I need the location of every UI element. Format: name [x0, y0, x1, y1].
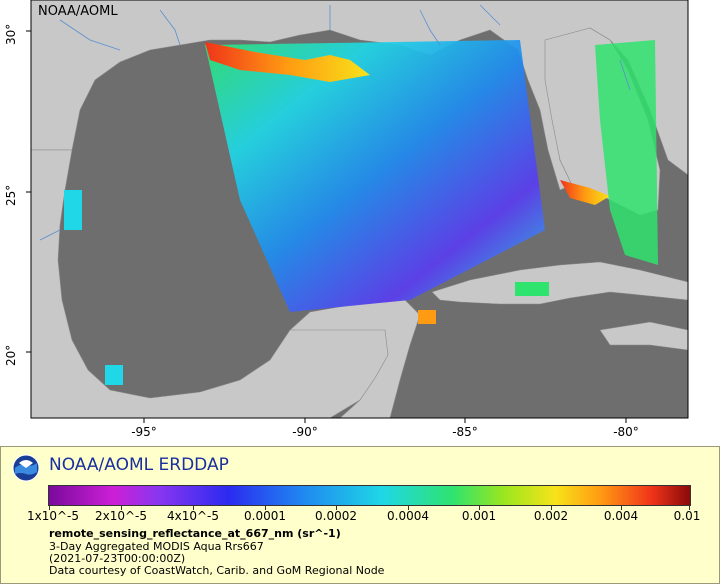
colorbar-label: 4x10^-5 [166, 509, 220, 523]
time-stamp: (2021-07-23T00:00:00Z) [49, 552, 186, 565]
colorbar-label: 0.01 [673, 509, 701, 523]
colorbar [48, 485, 691, 506]
y-tick-label: 30° [4, 23, 18, 45]
colorbar-tick [336, 505, 337, 510]
colorbar-tick [193, 505, 194, 510]
colorbar-tick [121, 505, 122, 510]
map-plot [26, 0, 689, 423]
colorbar-label: 0.0002 [315, 509, 357, 523]
colorbar-label: 2x10^-5 [94, 509, 148, 523]
land-cuba [431, 261, 689, 305]
florida-plume [560, 180, 610, 205]
data-patch-south [105, 365, 123, 385]
data-strip-east [595, 40, 658, 265]
y-tick-label: 25° [4, 184, 18, 206]
y-tick-label: 20° [4, 344, 18, 366]
rivers [39, 4, 631, 241]
colorbar-tick [479, 505, 480, 510]
axis-ticks [26, 30, 627, 423]
colorbar-label: 0.004 [603, 509, 639, 523]
x-tick-label: -90° [292, 425, 318, 439]
x-tick-label: -80° [613, 425, 639, 439]
colorbar-tick [408, 505, 409, 510]
colorbar-label: 0.002 [533, 509, 569, 523]
colorbar-label: 0.0001 [244, 509, 286, 523]
data-patch-cuba [515, 282, 549, 296]
plot-frame [30, 0, 689, 419]
land-north [30, 0, 689, 191]
colorbar-label: 1x10^-5 [26, 509, 80, 523]
legend-title: NOAA/AOML ERDDAP [49, 455, 229, 475]
map-panel: NOAA/AOML -95° -90° -85° -80° 30° 25° 20… [4, 0, 689, 439]
x-tick-label: -85° [452, 425, 478, 439]
colorbar-label: 0.001 [461, 509, 497, 523]
coastal-plume [205, 42, 370, 82]
data-credit: Data courtesy of CoastWatch, Carib. and … [49, 564, 385, 577]
noaa-logo-icon [12, 454, 40, 482]
data-patch-west [64, 190, 82, 230]
colorbar-tick [49, 505, 50, 510]
data-patch-yucatan [418, 310, 436, 324]
colorbar-label: 0.0004 [387, 509, 429, 523]
variable-name: remote_sensing_reflectance_at_667_nm (sr… [49, 527, 341, 540]
colorbar-tick [265, 505, 266, 510]
colorbar-tick [621, 505, 622, 510]
colorbar-tick [551, 505, 552, 510]
map-credit: NOAA/AOML [38, 4, 118, 19]
data-swath [205, 40, 545, 312]
x-tick-label: -95° [131, 425, 157, 439]
dataset-name: 3-Day Aggregated MODIS Aqua Rrs667 [49, 540, 264, 553]
colorbar-tick [689, 505, 690, 510]
legend-panel: NOAA/AOML ERDDAP 1x10^-5 2x10^-5 4x10^-5… [0, 446, 720, 584]
